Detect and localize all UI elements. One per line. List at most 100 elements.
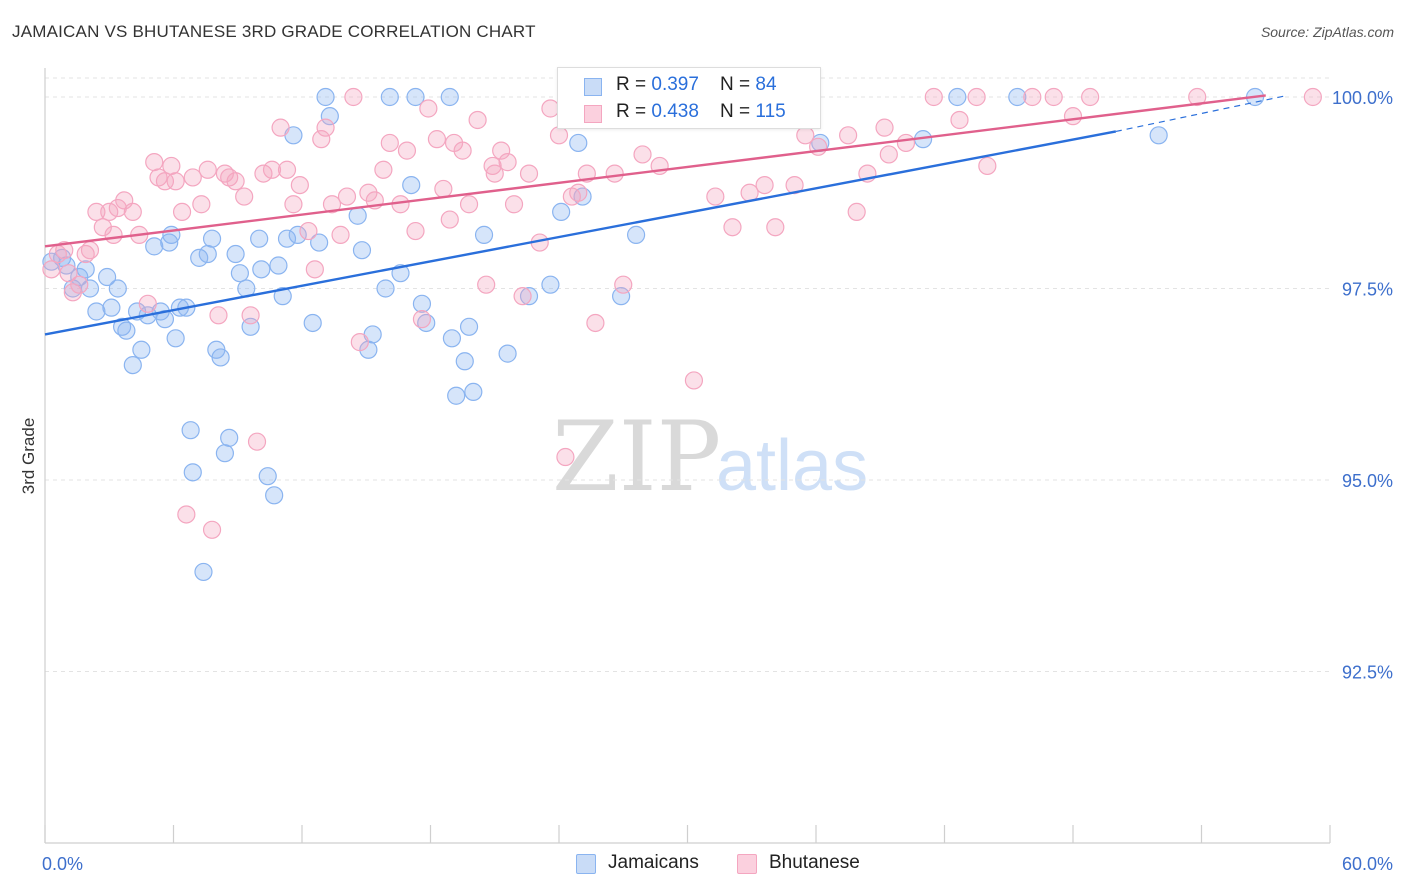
bhutanese-point xyxy=(138,294,157,313)
y-axis-label: 3rd Grade xyxy=(19,418,38,495)
jamaicans-r-value: 0.397 xyxy=(651,74,699,95)
jamaican-point xyxy=(519,287,539,306)
bhutanese-point xyxy=(145,153,164,172)
bhutanese-point xyxy=(586,313,605,333)
bhutanese-point xyxy=(80,241,100,260)
bhutanese-point xyxy=(684,371,704,390)
jamaican-point xyxy=(455,352,474,371)
bhutanese-point xyxy=(879,145,898,164)
bhutanese-point xyxy=(254,164,273,183)
jamaicans-legend-label: Jamaicans xyxy=(608,852,699,873)
bhutanese-point xyxy=(1081,87,1100,107)
bhutanese-point xyxy=(847,202,866,221)
bhutanese-point xyxy=(485,164,504,183)
x-tick-label-min: 0.0% xyxy=(42,854,83,874)
bhutanese-point xyxy=(202,520,222,539)
jamaican-point xyxy=(474,225,494,244)
jamaican-point xyxy=(459,317,479,336)
jamaican-point xyxy=(412,294,432,313)
bhutanese-point xyxy=(198,160,217,179)
jamaican-point xyxy=(541,275,560,294)
jamaican-point xyxy=(352,241,372,260)
jamaican-point xyxy=(215,444,234,463)
bhutanese-point xyxy=(434,179,453,199)
jamaican-point xyxy=(948,87,967,107)
bhutanese-point xyxy=(70,275,89,294)
data-points xyxy=(42,87,1322,582)
jamaicans-trend-line xyxy=(44,130,1117,336)
bhutanese-point xyxy=(290,175,309,195)
bhutanese-point xyxy=(569,183,588,202)
bhutanese-point xyxy=(172,202,192,221)
jamaican-point xyxy=(316,87,335,107)
bhutanese-point xyxy=(1063,107,1083,126)
bhutanese-swatch xyxy=(584,105,602,123)
bhutanese-point xyxy=(605,164,624,183)
jamaican-point xyxy=(108,279,127,298)
bhutanese-point xyxy=(155,172,175,191)
bhutanese-point xyxy=(412,310,432,329)
jamaican-point xyxy=(273,287,292,306)
stats-legend: R = 0.397 N = 84 R = 0.438 N = 115 xyxy=(557,67,821,129)
jamaican-point xyxy=(102,298,121,317)
jamaican-point xyxy=(552,202,571,221)
bhutanese-point xyxy=(556,447,575,467)
jamaican-point xyxy=(123,356,142,375)
jamaican-point xyxy=(303,313,322,333)
jamaican-point xyxy=(87,302,106,321)
bhutanese-point xyxy=(55,241,74,260)
bhutanese-point xyxy=(87,202,106,221)
bhutanese-point xyxy=(241,306,260,325)
bhutanese-point xyxy=(468,110,487,130)
bhutanese-n-value: 115 xyxy=(755,101,786,122)
bhutanese-point xyxy=(755,175,774,195)
bhutanese-point xyxy=(498,153,517,172)
bhutanese-point xyxy=(100,202,119,221)
bhutanese-point xyxy=(226,172,245,191)
watermark-zip: ZIP xyxy=(552,401,721,513)
jamaican-point xyxy=(132,340,151,359)
bhutanese-point xyxy=(440,210,459,229)
jamaican-point xyxy=(440,87,459,107)
jamaican-point xyxy=(277,229,297,248)
bhutanese-trend-line xyxy=(44,94,1266,248)
bhutanese-point xyxy=(614,275,633,294)
jamaicans-n-value: 84 xyxy=(755,74,777,95)
jamaican-point xyxy=(376,279,395,298)
jamaican-point xyxy=(348,206,367,225)
bhutanese-point xyxy=(104,225,123,244)
axes xyxy=(44,68,1331,844)
jamaican-point xyxy=(320,107,339,126)
jamaican-point xyxy=(402,175,421,195)
bhutanese-point xyxy=(262,160,282,179)
bhutanese-point xyxy=(277,160,297,179)
bhutanese-point xyxy=(706,187,725,206)
bhutanese-point xyxy=(492,141,511,160)
bhutanese-point xyxy=(271,118,290,137)
jamaican-point xyxy=(464,382,483,402)
y-tick-label: 100.0% xyxy=(1332,88,1393,108)
bhutanese-point xyxy=(299,221,318,241)
jamaican-point xyxy=(442,329,462,348)
jamaican-point xyxy=(194,562,213,582)
jamaican-point xyxy=(202,229,222,248)
x-tick-label-max: 60.0% xyxy=(1342,854,1393,874)
bhutanese-point xyxy=(42,260,61,279)
jamaican-point xyxy=(269,256,288,275)
bhutanese-point xyxy=(978,156,997,176)
jamaicans-swatch xyxy=(584,78,602,96)
bhutanese-point xyxy=(406,221,425,241)
bhutanese-r-value: 0.438 xyxy=(651,101,699,122)
jamaican-point xyxy=(181,421,200,440)
bhutanese-point xyxy=(397,141,417,160)
bhutanese-point xyxy=(513,287,532,306)
bhutanese-point xyxy=(1044,87,1063,107)
bhutanese-point xyxy=(633,145,652,164)
bhutanese-point xyxy=(1303,87,1322,107)
bhutanese-point xyxy=(177,505,196,524)
bhutanese-point xyxy=(162,156,181,176)
bhutanese-point xyxy=(374,160,393,179)
bhutanese-point xyxy=(247,432,267,451)
jamaican-point xyxy=(145,237,164,256)
